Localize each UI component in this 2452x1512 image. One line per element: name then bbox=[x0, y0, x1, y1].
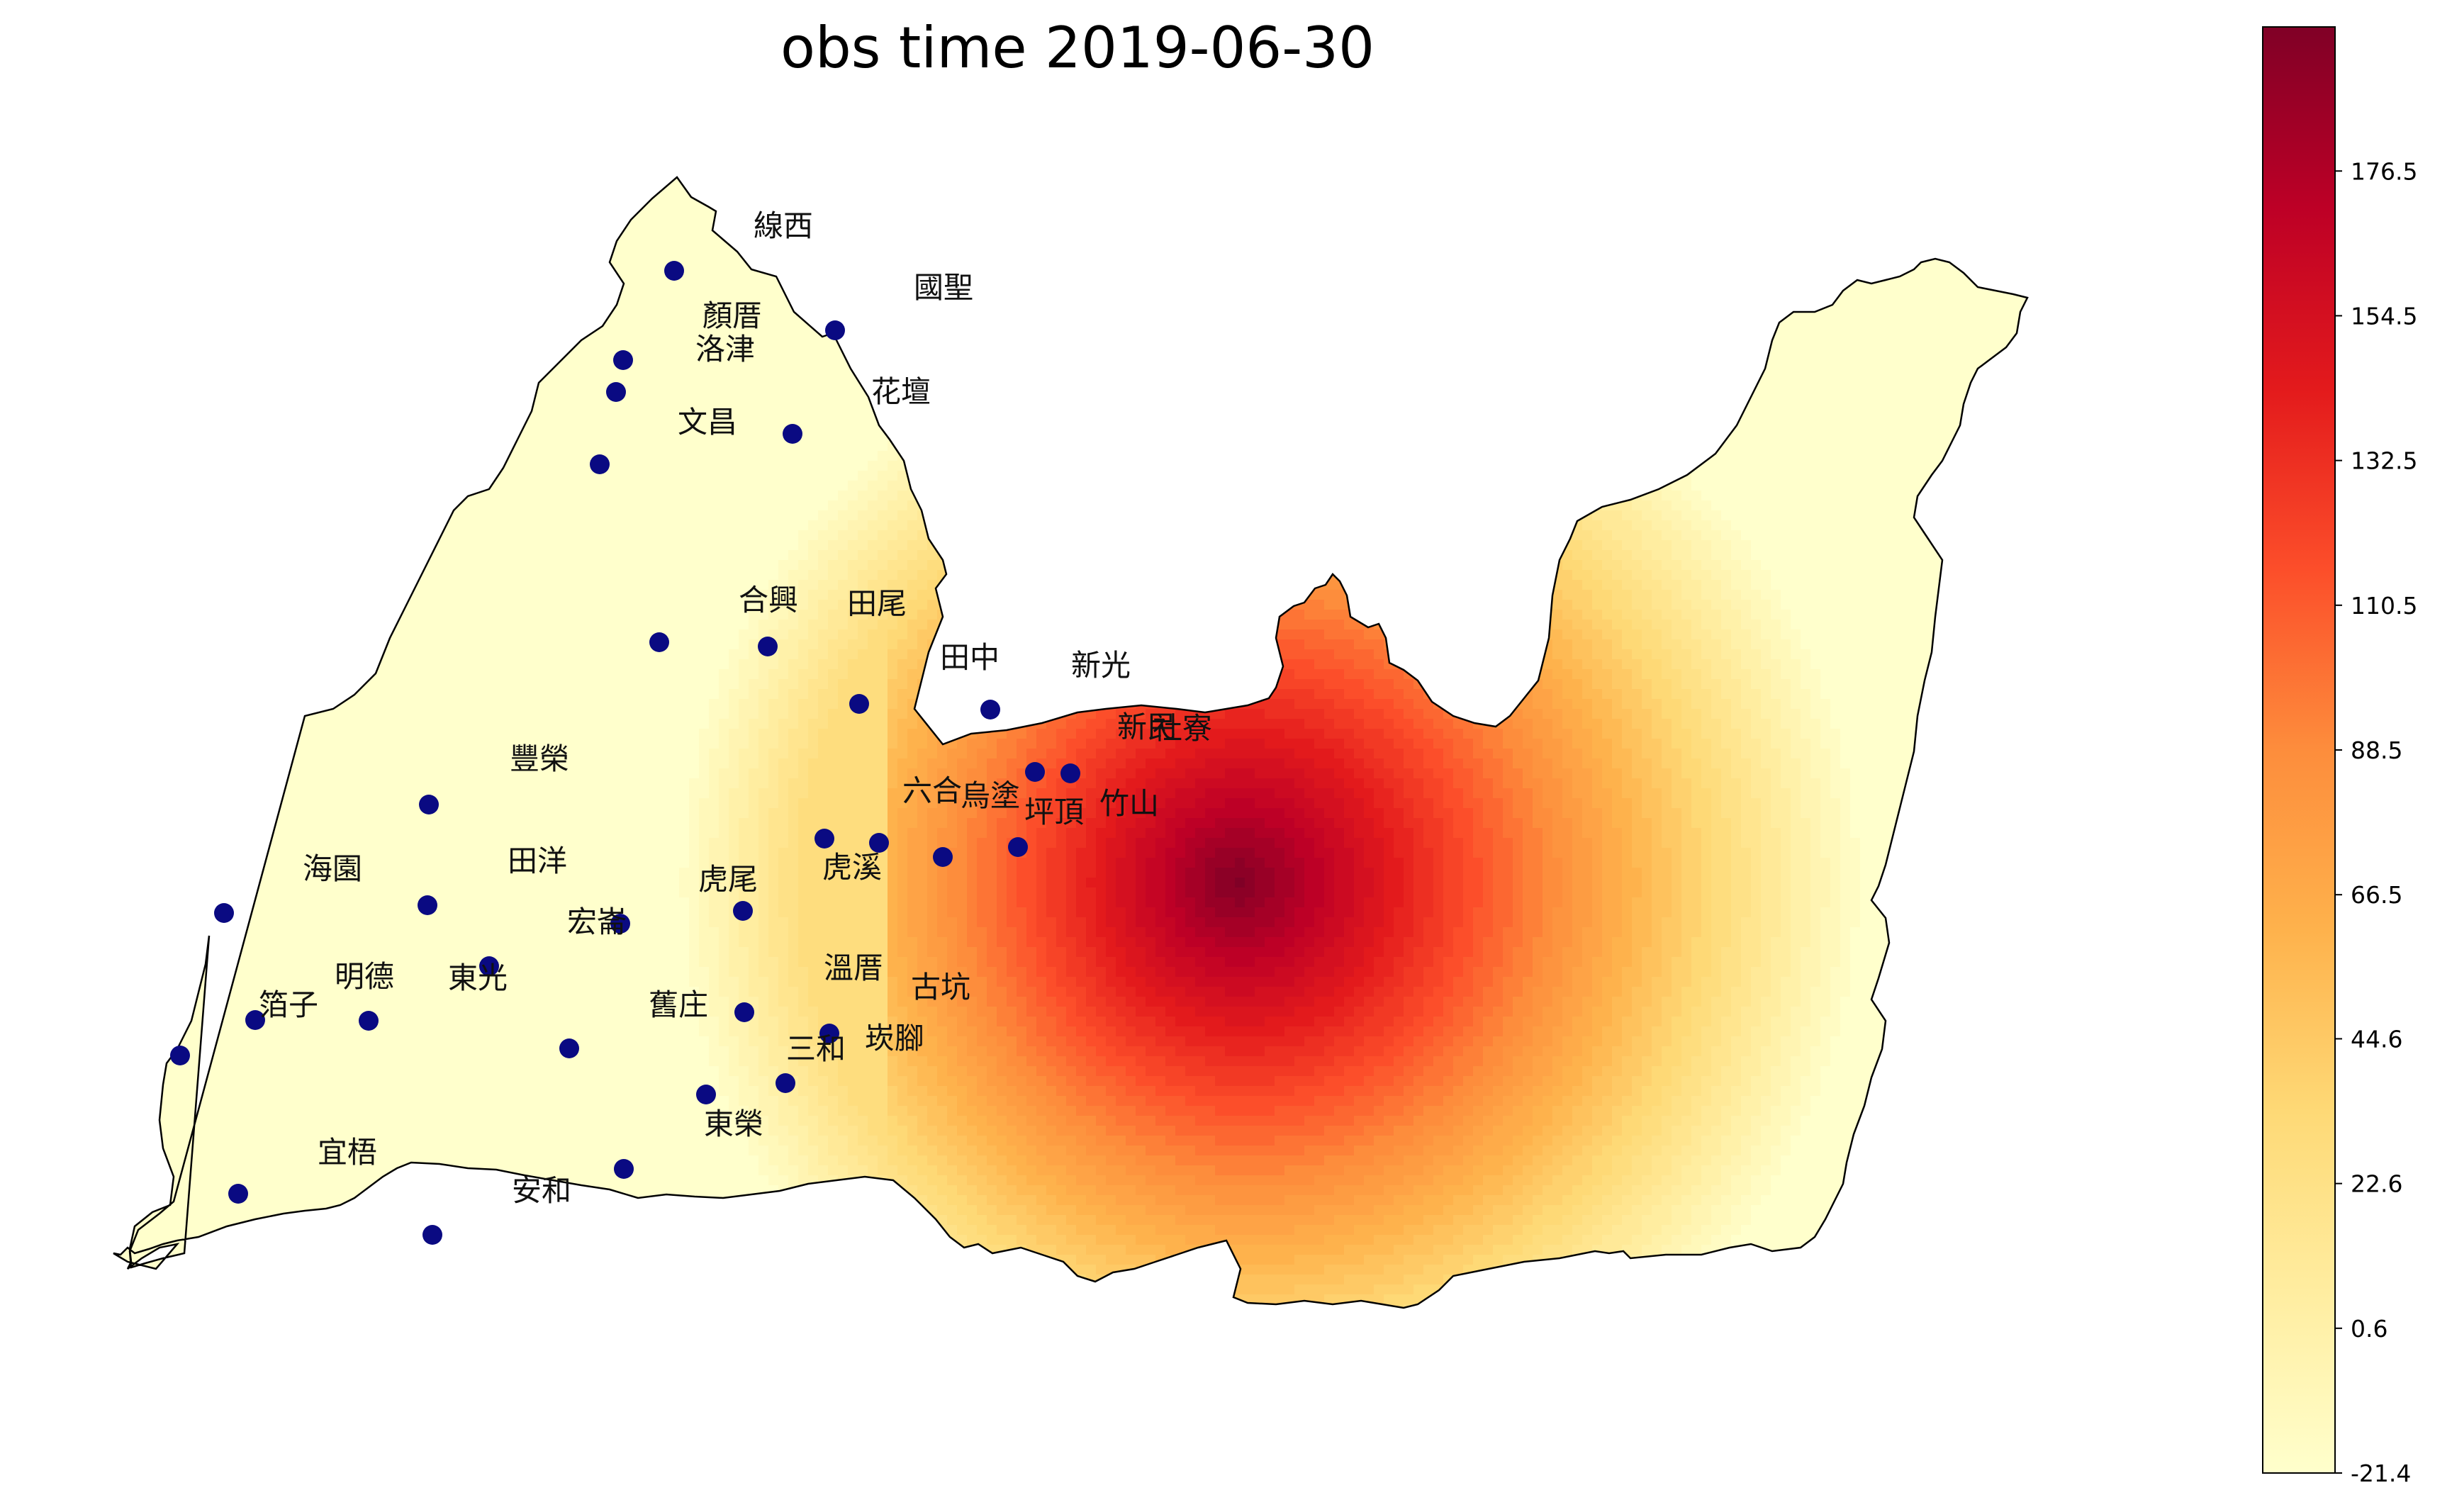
station-marker bbox=[170, 1046, 190, 1065]
station-marker bbox=[610, 914, 630, 934]
station-label: 宏崙 bbox=[567, 905, 627, 939]
station-label: 東榮 bbox=[704, 1107, 763, 1141]
station-label: 溫厝 bbox=[824, 951, 883, 985]
colorbar: 176.5 154.5 132.5 110.5 88.5 66.5 44.6 22.6 0.6 -… bbox=[2262, 26, 2417, 1487]
station-label: 舊庄 bbox=[649, 987, 708, 1022]
station-label: 田中 bbox=[940, 640, 1000, 675]
station-label: 坪頂 bbox=[1024, 795, 1084, 829]
station-label: 三和 bbox=[786, 1031, 846, 1066]
station-label: 安和 bbox=[512, 1173, 571, 1208]
station-marker bbox=[649, 632, 669, 652]
station-marker bbox=[606, 382, 626, 402]
station-marker bbox=[825, 320, 845, 340]
station-label: 明德 bbox=[335, 959, 394, 994]
station-label: 東光 bbox=[448, 961, 508, 995]
station-label: 新民 bbox=[1117, 710, 1177, 744]
station-labels: 線西 國聖 顏厝 洛津 花壇 文昌 合興 田尾 田中 新光 新民 社寮 豐榮 六… bbox=[259, 208, 1212, 1208]
station-label: 新光 bbox=[1071, 648, 1131, 683]
station-marker bbox=[776, 1073, 795, 1093]
map-title: obs time 2019-06-30 bbox=[780, 15, 1375, 81]
station-label: 箔子 bbox=[259, 987, 318, 1022]
station-marker bbox=[980, 700, 1000, 719]
colorbar-tick-label: 44.6 bbox=[2351, 1025, 2402, 1053]
station-marker bbox=[696, 1085, 716, 1104]
station-label: 海園 bbox=[303, 851, 362, 886]
region-boundary bbox=[113, 176, 2029, 1309]
station-markers bbox=[170, 261, 1080, 1245]
station-marker bbox=[758, 637, 778, 656]
station-marker bbox=[869, 833, 889, 853]
station-marker bbox=[559, 1038, 579, 1058]
station-marker bbox=[814, 829, 834, 849]
field-cells bbox=[113, 177, 2027, 1308]
station-marker bbox=[613, 350, 633, 370]
colorbar-gradient bbox=[2262, 26, 2336, 1474]
station-label: 顏厝 bbox=[702, 298, 762, 333]
station-marker bbox=[359, 1011, 379, 1031]
station-label: 宜梧 bbox=[318, 1135, 377, 1170]
station-marker bbox=[228, 1184, 248, 1204]
colorbar-tick-label: 22.6 bbox=[2351, 1170, 2402, 1198]
colorbar-tick-label: 176.5 bbox=[2351, 157, 2417, 185]
station-label: 虎尾 bbox=[698, 862, 758, 897]
station-label: 虎溪 bbox=[822, 850, 882, 885]
station-label: 國聖 bbox=[914, 270, 973, 305]
station-marker bbox=[734, 1002, 754, 1022]
station-marker bbox=[419, 795, 439, 814]
station-label: 田尾 bbox=[847, 586, 907, 621]
colorbar-tick-label: 66.5 bbox=[2351, 881, 2402, 909]
station-marker bbox=[614, 1159, 634, 1179]
station-marker bbox=[1060, 763, 1080, 783]
station-label: 文昌 bbox=[678, 405, 737, 439]
colorbar-tick-label: 88.5 bbox=[2351, 737, 2402, 764]
station-label: 古坑 bbox=[911, 970, 970, 1004]
station-label: 烏塗 bbox=[961, 778, 1020, 813]
station-label: 崁腳 bbox=[865, 1021, 924, 1055]
interpolation-field bbox=[113, 176, 2029, 1309]
station-label: 六合 bbox=[902, 773, 962, 808]
station-marker bbox=[733, 901, 753, 921]
station-marker bbox=[933, 847, 953, 867]
station-marker bbox=[214, 903, 234, 923]
station-label: 花壇 bbox=[871, 374, 931, 409]
colorbar-tick-label: 110.5 bbox=[2351, 592, 2417, 620]
station-marker bbox=[783, 424, 802, 444]
station-label: 社寮 bbox=[1153, 711, 1212, 746]
station-marker bbox=[1008, 837, 1028, 857]
station-marker bbox=[849, 694, 869, 714]
colorbar-tick-label: 154.5 bbox=[2351, 302, 2417, 330]
colorbar-tick-label: 0.6 bbox=[2351, 1315, 2387, 1343]
station-label: 線西 bbox=[754, 208, 813, 243]
station-label: 洛津 bbox=[695, 332, 755, 366]
station-label: 竹山 bbox=[1099, 786, 1159, 821]
station-marker bbox=[819, 1024, 839, 1043]
colorbar-tick-label: -21.4 bbox=[2351, 1460, 2411, 1487]
station-label: 田洋 bbox=[508, 844, 567, 878]
station-marker bbox=[590, 454, 610, 474]
station-marker bbox=[245, 1010, 265, 1030]
station-marker bbox=[1025, 762, 1045, 782]
station-label: 豐榮 bbox=[510, 741, 569, 776]
station-marker bbox=[479, 956, 499, 976]
station-marker bbox=[664, 261, 684, 281]
colorbar-ticks: 176.5 154.5 132.5 110.5 88.5 66.5 44.6 22.6 0.6 -… bbox=[2335, 157, 2417, 1487]
station-marker bbox=[418, 895, 437, 915]
station-marker bbox=[422, 1225, 442, 1245]
station-label: 合興 bbox=[739, 583, 798, 617]
colorbar-tick-label: 132.5 bbox=[2351, 447, 2417, 475]
